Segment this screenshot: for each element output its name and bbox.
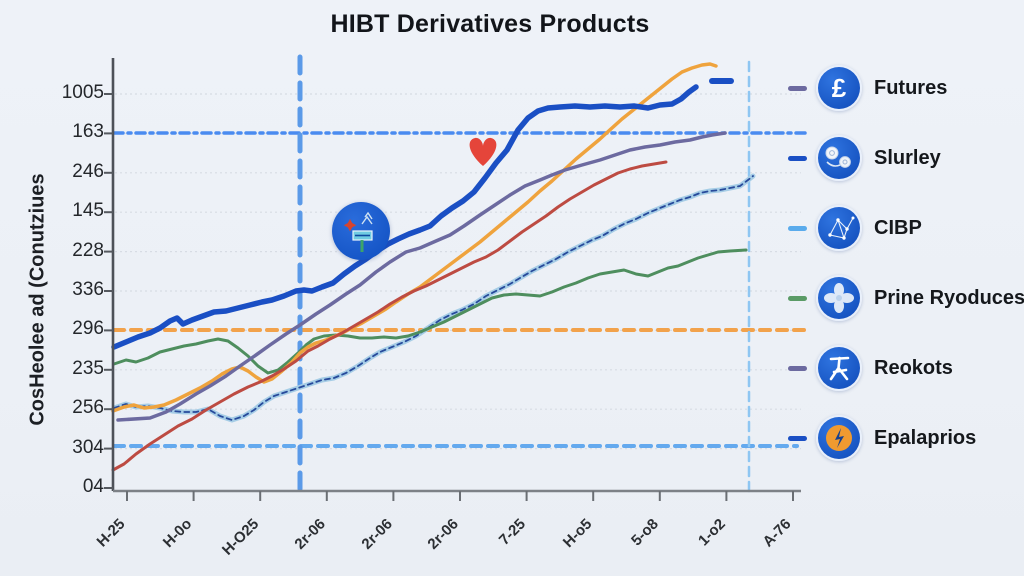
pound-icon: £ <box>816 65 862 111</box>
series-line-epalaprios_orange <box>111 62 718 413</box>
x-tick-label: H-25 <box>93 515 130 551</box>
legend-label: Epalaprios <box>874 426 977 449</box>
chart-title: HIBT Derivatives Products <box>330 10 650 38</box>
chart-badge-icon <box>332 202 390 260</box>
epalaprios-line-swatch <box>788 435 807 441</box>
legend-label: CIBP <box>874 216 922 239</box>
legend-label: Reokots <box>874 356 953 379</box>
y-tick-label: 235 <box>72 357 104 379</box>
x-tick-label: 1-o2 <box>694 515 729 550</box>
legend-item-prine-ryoduces: Prine Ryoduces <box>788 274 1024 322</box>
cibp-line-swatch <box>788 225 807 231</box>
futures-line-swatch <box>788 85 807 91</box>
x-tick-label: 2r-06 <box>291 515 329 553</box>
x-tick-label: A-76 <box>759 515 796 551</box>
y-tick-label: 304 <box>72 436 104 458</box>
legend-label: Futures <box>874 76 948 99</box>
y-tick-label: 04 <box>82 476 104 497</box>
series-line-slurley <box>111 84 699 350</box>
legend-item-epalaprios: Epalaprios <box>788 414 1020 462</box>
coins-icon <box>816 135 862 181</box>
y-tick-label: 1005 <box>61 82 104 103</box>
x-tick-label: H-o5 <box>559 515 596 552</box>
legend: £ Futures Slurley <box>788 64 1024 484</box>
badge-mountain-sketch <box>361 211 373 225</box>
flower-icon <box>816 275 862 321</box>
y-tick-label: 163 <box>72 121 104 143</box>
y-tick-label: 145 <box>72 200 104 222</box>
x-tick-label: 2r-06 <box>358 515 396 553</box>
y-tick-label: 256 <box>72 397 104 419</box>
badge-pictogram-drawing <box>343 211 373 252</box>
series-line-prine <box>112 248 748 375</box>
reokots-line-swatch <box>788 365 807 371</box>
x-tick-label: 5-o8 <box>627 515 662 550</box>
legend-item-reokots: Reokots <box>788 344 1020 392</box>
series-line-cibp_band <box>111 173 756 423</box>
network-icon <box>816 205 862 251</box>
legend-label: Prine Ryoduces <box>874 286 1024 309</box>
x-tick-label: 7-25 <box>495 515 529 549</box>
slurley-line-swatch <box>788 155 807 161</box>
y-tick-label: 336 <box>72 279 104 300</box>
prine-ryoduces-line-swatch <box>788 295 807 301</box>
x-tick-label: H-0o <box>160 515 196 552</box>
legend-item-slurley: Slurley <box>788 134 1020 182</box>
y-tick-label: 296 <box>72 318 104 340</box>
series-line-cibp_core <box>113 175 754 421</box>
x-tick-label: 2r-06 <box>424 515 463 553</box>
badge-star-shape <box>343 219 357 232</box>
series-line-futures <box>116 131 727 422</box>
y-tick-label: 228 <box>72 239 104 261</box>
heart-marker <box>469 137 497 166</box>
coin-bolt-icon <box>816 415 862 461</box>
legend-item-futures: £ Futures <box>788 64 1020 112</box>
x-tick-label: H-O25 <box>218 515 263 559</box>
figure-icon <box>816 345 862 391</box>
legend-item-cibp: CIBP <box>788 204 1020 252</box>
y-tick-label: 246 <box>72 160 104 182</box>
legend-label: Slurley <box>874 146 941 169</box>
